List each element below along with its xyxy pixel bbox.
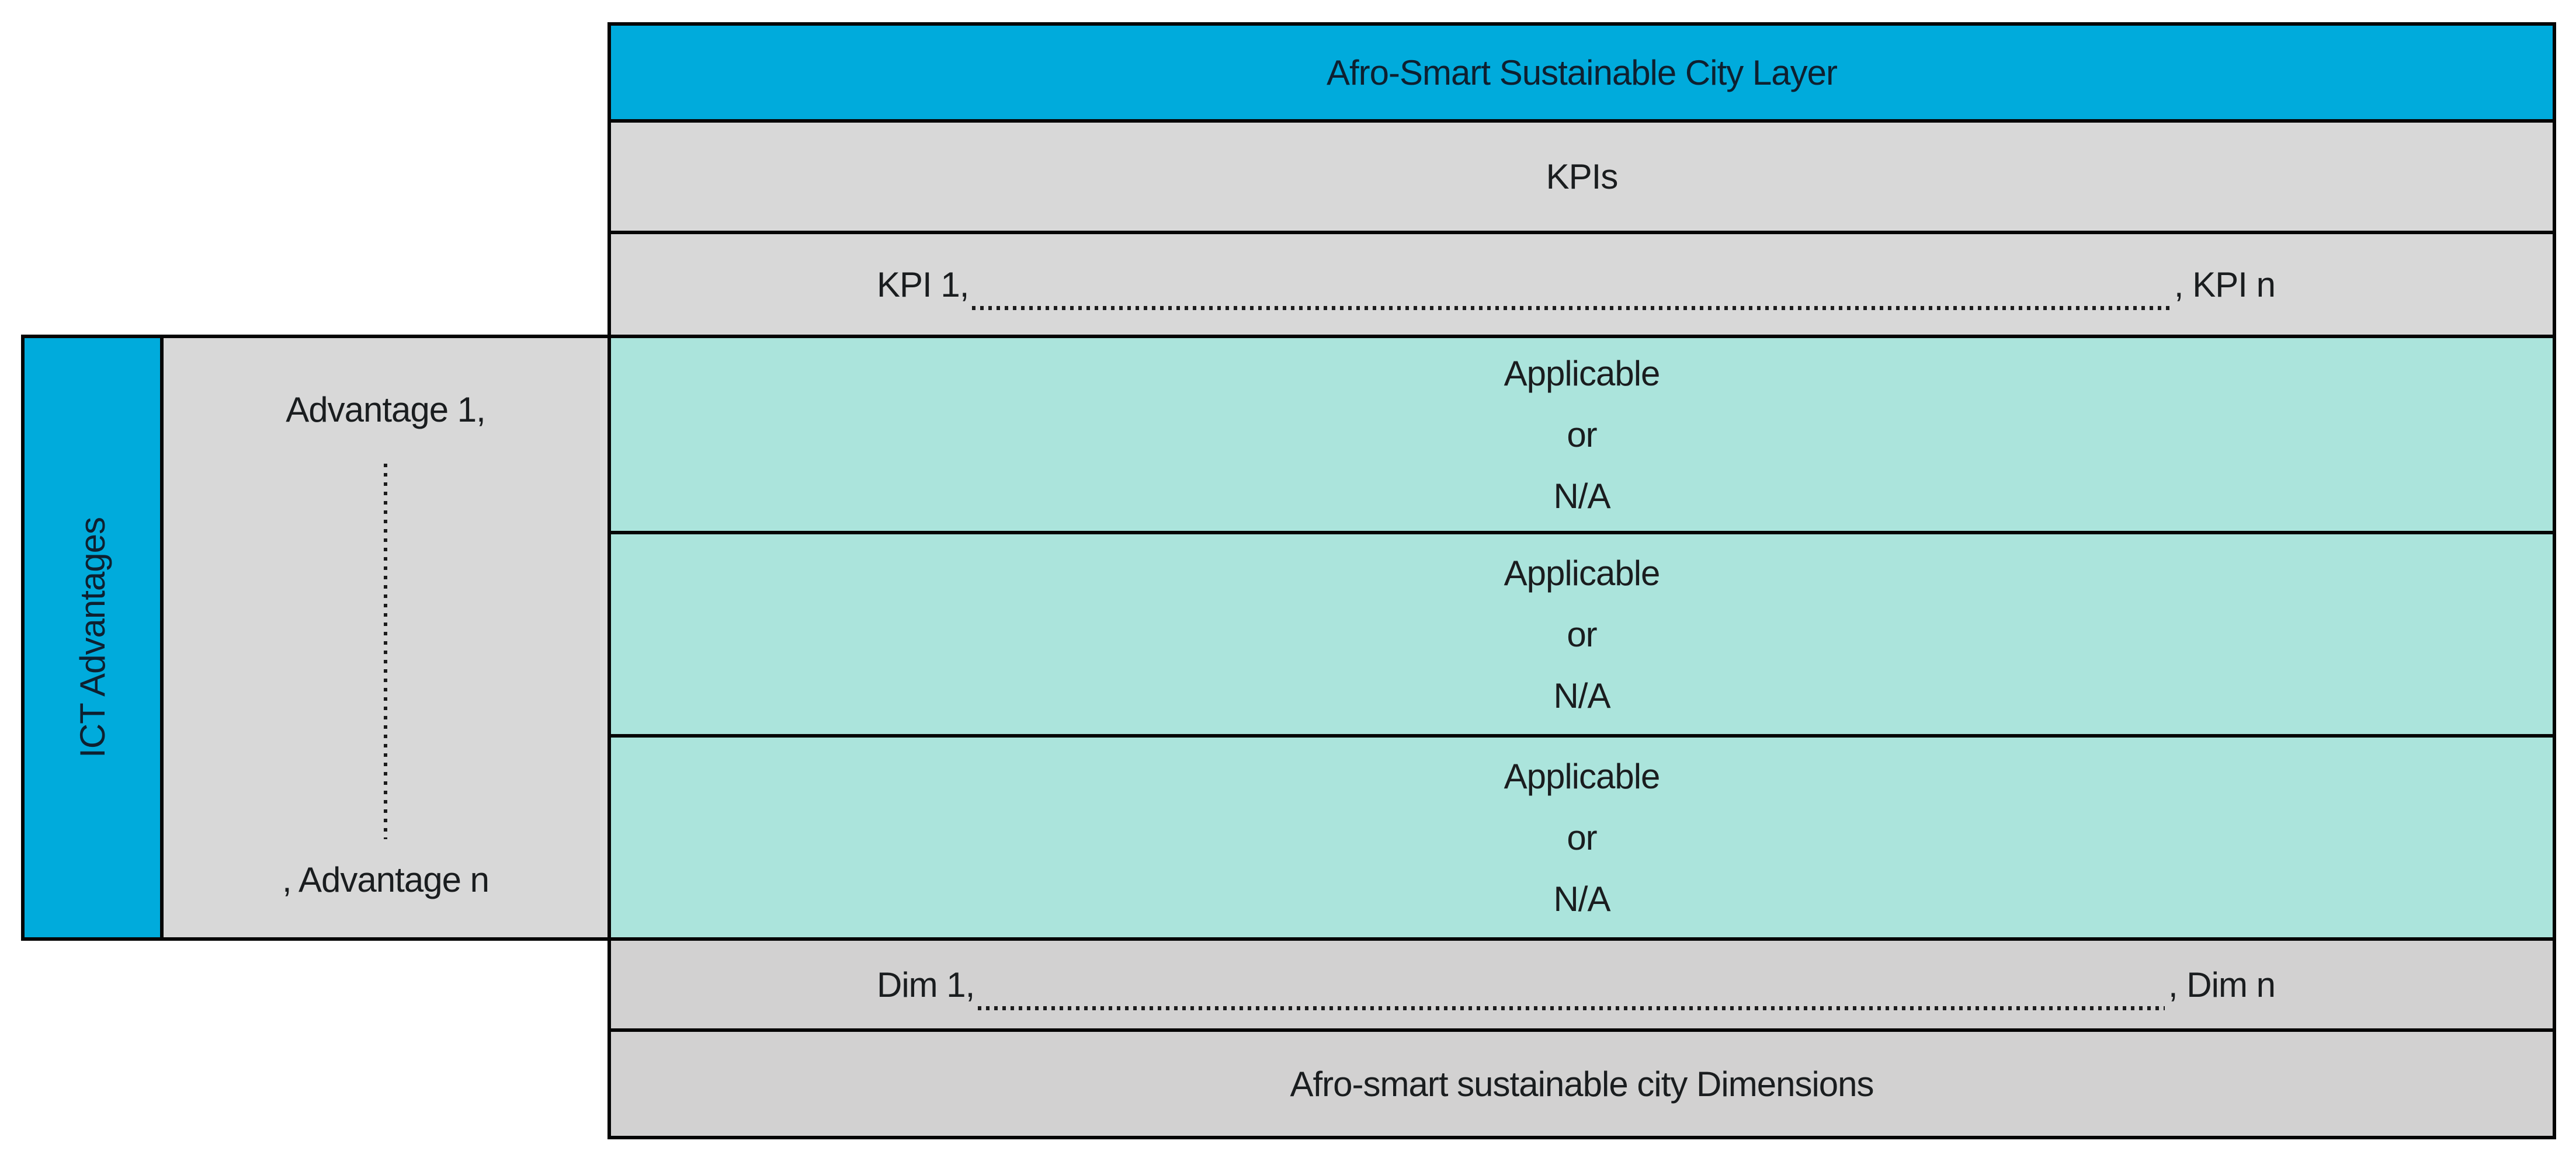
dimensions-row: Afro-smart sustainable city Dimensions [611, 1032, 2553, 1136]
kpis-label: KPIs [1546, 157, 1619, 196]
vertical-ellipsis-dots [384, 464, 387, 839]
kpi-range-end: , KPI n [2174, 265, 2276, 304]
smart-city-layer-table: Afro-Smart Sustainable City Layer KPIs K… [607, 22, 2556, 1139]
applicable-cell-1: Applicable or N/A [1504, 343, 1661, 527]
ict-advantages-group: ICT Advantages Advantage 1, , Advantage … [21, 335, 607, 941]
applicable-line: Applicable [1504, 756, 1661, 796]
dim-range-start: Dim 1, [877, 965, 975, 1004]
advantage-last-label: , Advantage n [282, 860, 489, 899]
ict-advantages-label: ICT Advantages [72, 517, 112, 758]
applicable-row-2: Applicable or N/A [611, 534, 2553, 734]
applicable-cell-2: Applicable or N/A [1504, 543, 1661, 726]
ict-advantages-bar: ICT Advantages [25, 338, 160, 937]
or-line: or [1567, 415, 1597, 454]
dim-leader-dots [978, 1006, 2165, 1010]
applicable-line: Applicable [1504, 553, 1661, 593]
dim-range-end: , Dim n [2168, 965, 2276, 1004]
kpi-leader-dots [972, 305, 2171, 310]
dim-range-row: Dim 1, , Dim n [611, 941, 2553, 1028]
advantages-box: Advantage 1, , Advantage n [164, 338, 607, 937]
kpis-row: KPIs [611, 123, 2553, 231]
applicable-cell-3: Applicable or N/A [1504, 746, 1661, 930]
applicable-row-1: Applicable or N/A [611, 338, 2553, 531]
na-line: N/A [1553, 879, 1610, 919]
or-line: or [1567, 614, 1597, 654]
na-line: N/A [1553, 476, 1610, 516]
advantage-first-label: Advantage 1, [286, 390, 486, 429]
kpi-range-start: KPI 1, [877, 265, 969, 304]
applicable-row-3: Applicable or N/A [611, 738, 2553, 937]
na-line: N/A [1553, 676, 1610, 715]
applicable-line: Applicable [1504, 353, 1661, 393]
header-row: Afro-Smart Sustainable City Layer [611, 26, 2553, 119]
or-line: or [1567, 818, 1597, 857]
dimensions-label: Afro-smart sustainable city Dimensions [1290, 1064, 1874, 1104]
header-title: Afro-Smart Sustainable City Layer [1326, 53, 1838, 92]
kpi-range-row: KPI 1, , KPI n [611, 234, 2553, 335]
